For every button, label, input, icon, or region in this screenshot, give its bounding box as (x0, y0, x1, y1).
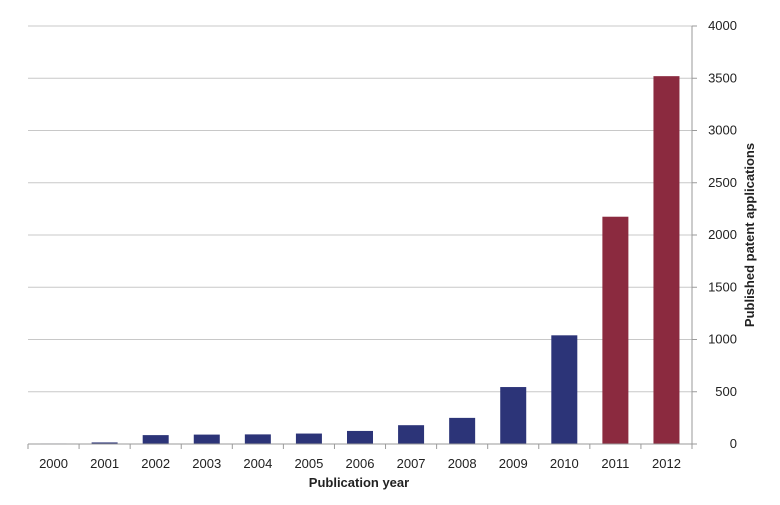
bar-2010 (551, 335, 578, 444)
x-tick-label: 2004 (243, 456, 272, 471)
y-tick-labels: 0 500 1000 1500 2000 2500 3000 3500 4000 (708, 18, 737, 451)
bar-2002 (142, 435, 169, 444)
y-tick-label: 500 (715, 384, 737, 399)
bar-2006 (347, 430, 373, 444)
y-axis-title: Published patent applications (742, 143, 757, 327)
y-tick-label: 1500 (708, 279, 737, 294)
y-tick-label: 3000 (708, 123, 737, 138)
bar-2012 (653, 76, 680, 444)
x-tick-label: 2002 (141, 456, 170, 471)
y-tick-label: 0 (730, 436, 737, 451)
x-tick-label: 2000 (39, 456, 68, 471)
bar-2005 (295, 433, 322, 444)
y-tick-label: 2500 (708, 175, 737, 190)
x-axis-title: Publication year (309, 475, 409, 490)
x-tick-label: 2006 (346, 456, 375, 471)
x-tick-label: 2007 (397, 456, 426, 471)
bar-2004 (244, 434, 271, 444)
y-tick-label: 4000 (708, 18, 737, 33)
axes (27, 25, 697, 449)
bar-2003 (193, 434, 220, 444)
x-tick-label: 2005 (294, 456, 323, 471)
gridlines (28, 25, 692, 393)
x-tick-label: 2008 (448, 456, 477, 471)
y-tick-label: 2000 (708, 227, 737, 242)
x-tick-labels: 2000 2001 2002 2003 2004 2005 2006 2007 2008 2009… (39, 456, 681, 471)
x-tick-label: 2010 (550, 456, 579, 471)
y-tick-label: 1000 (708, 332, 737, 347)
bar-2009 (500, 387, 527, 444)
x-tick-label: 2011 (601, 456, 629, 471)
y-tick-label: 3500 (708, 70, 737, 85)
x-tick-label: 2012 (652, 456, 681, 471)
x-tick-label: 2001 (90, 456, 119, 471)
bar-2001 (91, 442, 118, 444)
bar-2008 (449, 417, 476, 444)
x-tick-label: 2009 (499, 456, 528, 471)
bar-2011 (602, 216, 629, 444)
bars (40, 76, 680, 444)
x-tick-label: 2003 (192, 456, 221, 471)
bar-2007 (398, 425, 425, 444)
